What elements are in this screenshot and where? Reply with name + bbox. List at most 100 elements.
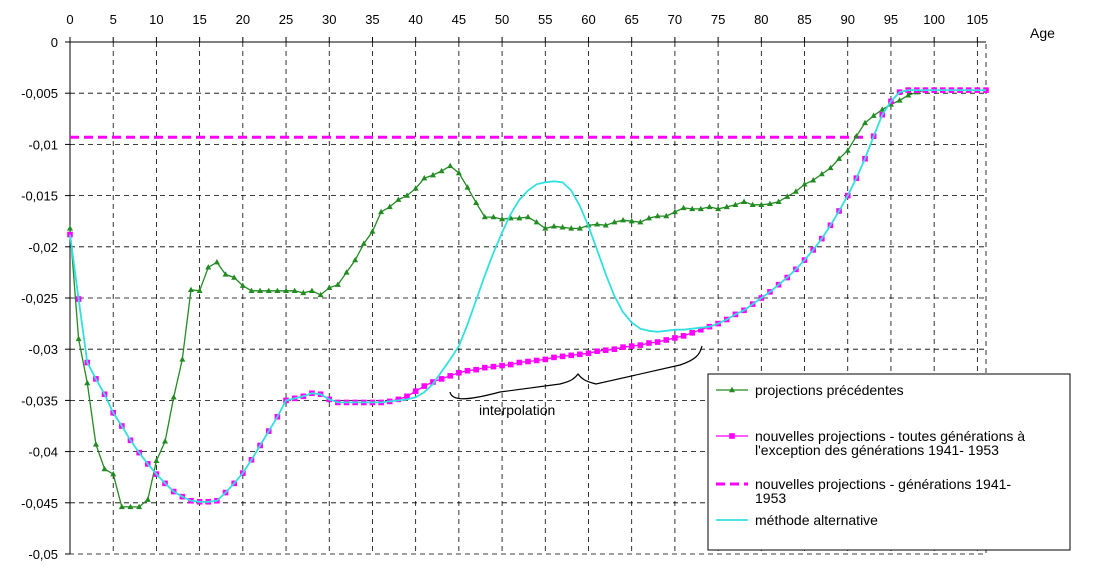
data-point — [447, 373, 454, 379]
x-tick-label: 5 — [110, 12, 117, 27]
legend-entry: méthode alternative — [716, 512, 878, 528]
data-point — [654, 339, 661, 345]
data-point — [732, 201, 739, 208]
data-point — [352, 256, 359, 263]
x-tick-label: 95 — [884, 12, 898, 27]
y-tick-label: -0,035 — [21, 393, 58, 408]
data-point — [525, 358, 531, 365]
data-point — [516, 214, 523, 221]
data-point — [283, 287, 290, 294]
data-point — [516, 359, 523, 366]
data-point — [499, 362, 505, 369]
x-tick-label: 75 — [711, 12, 725, 27]
y-tick-label: -0,015 — [21, 189, 58, 204]
data-point — [559, 224, 566, 230]
x-tick-label: 70 — [668, 12, 682, 27]
x-tick-label: 50 — [495, 12, 509, 27]
data-point — [300, 289, 307, 296]
data-point — [84, 379, 91, 386]
x-tick-label: 35 — [365, 12, 379, 27]
data-point — [429, 171, 436, 178]
data-point — [378, 208, 385, 215]
data-point — [334, 281, 341, 287]
data-point — [395, 196, 402, 202]
data-point — [550, 223, 557, 229]
data-point — [645, 214, 652, 221]
series-layer — [67, 86, 989, 510]
data-point — [533, 219, 540, 225]
data-point — [594, 221, 601, 227]
data-point — [421, 174, 428, 181]
data-point — [896, 97, 903, 103]
data-point — [689, 205, 696, 212]
x-tick-label: 25 — [279, 12, 293, 27]
data-point — [533, 357, 540, 364]
series-line — [69, 89, 986, 503]
x-tick-label: 15 — [192, 12, 206, 27]
data-point — [464, 184, 471, 190]
data-point — [205, 264, 212, 270]
data-point — [101, 465, 108, 472]
data-point — [438, 167, 445, 174]
data-point — [784, 193, 791, 199]
data-point — [611, 346, 618, 352]
data-point — [438, 376, 445, 382]
data-point — [412, 185, 419, 191]
data-point — [637, 219, 644, 225]
data-point — [905, 92, 912, 98]
data-point — [265, 287, 272, 294]
data-point — [663, 337, 670, 343]
x-axis-ticks: 0 5 10 15 20 25 30 35 40 45 50 55 60 65 70 75 80 85 90 95 10… — [66, 12, 988, 42]
data-point — [92, 441, 99, 447]
data-point — [879, 106, 886, 112]
y-tick-label: -0,03 — [28, 342, 58, 357]
data-point — [291, 287, 298, 294]
x-tick-label: 45 — [452, 12, 466, 27]
plot-border — [69, 41, 987, 555]
data-point — [775, 198, 782, 204]
data-point — [551, 354, 557, 361]
data-point — [231, 274, 238, 280]
data-point — [308, 287, 315, 294]
y-axis-ticks: 0 -0,005 -0,01 -0,015 -0,02 -0,025 -0,03 -0,035… — [21, 35, 70, 562]
data-point — [602, 347, 609, 354]
data-point — [525, 213, 531, 220]
data-point — [568, 225, 575, 231]
data-point — [680, 333, 687, 339]
x-tick-label: 30 — [322, 12, 336, 27]
x-tick-label: 0 — [66, 12, 73, 27]
data-point — [162, 438, 169, 444]
data-point — [404, 393, 410, 400]
data-point — [213, 258, 220, 265]
data-point — [447, 162, 454, 169]
x-tick-label: 60 — [581, 12, 595, 27]
data-point — [689, 330, 695, 336]
data-point — [179, 356, 186, 362]
data-point — [568, 352, 575, 359]
data-point — [827, 164, 834, 171]
data-point — [257, 287, 264, 294]
data-point — [481, 213, 488, 220]
legend-entry: nouvelles projections - générations 1941… — [716, 476, 1011, 506]
x-tick-label: 80 — [754, 12, 768, 27]
data-point — [646, 340, 652, 346]
data-point — [464, 367, 471, 374]
x-tick-label: 85 — [797, 12, 811, 27]
data-point — [862, 119, 869, 126]
legend-label: nouvelles projections - toutes génératio… — [755, 428, 1025, 444]
y-tick-label: -0,005 — [21, 86, 58, 101]
data-point — [801, 181, 808, 187]
y-tick-label: -0,04 — [28, 445, 58, 460]
interpolation-label: interpolation — [479, 402, 555, 418]
data-point — [490, 363, 497, 370]
y-tick-label: -0,025 — [21, 291, 58, 306]
data-point — [326, 284, 333, 290]
data-point — [456, 369, 462, 376]
data-point — [715, 205, 722, 212]
legend: projections précédentes nouvelles project… — [707, 373, 1071, 551]
x-tick-label: 105 — [967, 12, 989, 27]
data-point — [386, 203, 393, 210]
x-tick-label: 40 — [408, 12, 422, 27]
data-point — [136, 503, 143, 510]
data-point — [594, 348, 600, 355]
